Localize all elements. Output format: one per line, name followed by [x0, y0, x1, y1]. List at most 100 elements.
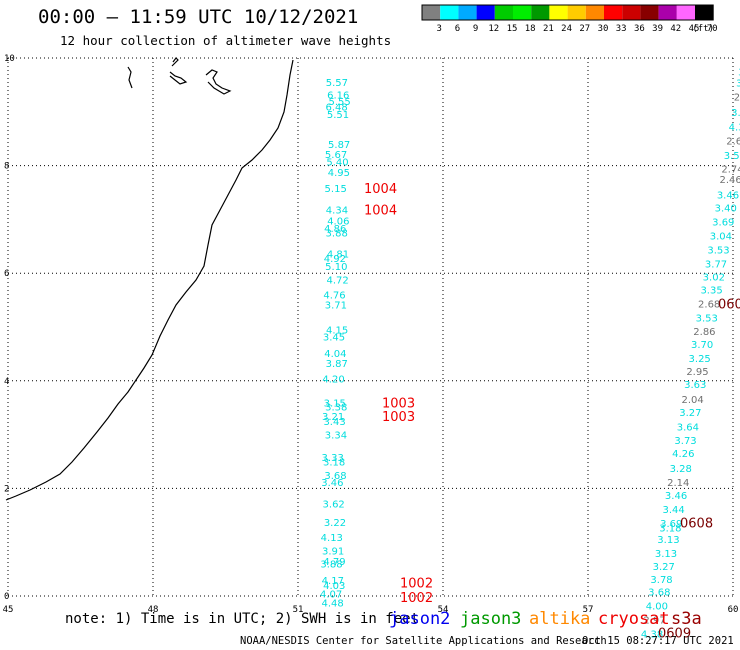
wave-height-label: 3.13 — [657, 535, 679, 546]
wave-height-label: 2.68 — [698, 299, 720, 310]
legend-label: 30 — [598, 24, 609, 34]
y-tick-label: 0 — [4, 592, 9, 602]
wave-height-label: 4.79 — [323, 557, 345, 568]
legend-label: 39 — [652, 24, 663, 34]
wave-height-label: 3.71 — [325, 300, 347, 311]
wave-height-label: 5.67 — [325, 150, 347, 161]
wave-height-label: 3.88 — [326, 228, 348, 239]
legend-swatch — [604, 5, 623, 20]
wave-height-label: 3.33 — [322, 453, 344, 464]
y-tick-label: 10 — [4, 54, 15, 64]
wave-height-label: 3.73 — [674, 436, 696, 447]
x-tick-label: 48 — [148, 605, 159, 615]
x-tick-label: 60 — [728, 605, 739, 615]
pass-time-label: 1004 — [364, 182, 397, 197]
wave-height-label: 2.46 — [720, 175, 740, 186]
legend-swatch — [695, 5, 714, 20]
wave-height-label: 2.07 — [734, 93, 740, 104]
page-title: 00:00 – 11:59 UTC 10/12/2021 — [38, 6, 359, 28]
island-1 — [127, 66, 133, 89]
wave-height-label: 4.17 — [322, 576, 344, 587]
legend-swatch — [531, 5, 550, 20]
wave-height-label: 3.34 — [325, 431, 347, 442]
pass-time-label: 1002 — [400, 577, 433, 592]
wave-height-label: 3.45 — [323, 333, 345, 344]
island-2 — [171, 57, 179, 67]
y-tick-label: 4 — [4, 377, 9, 387]
island-3 — [169, 71, 188, 85]
pass-time-label: 0609 — [658, 627, 691, 642]
legend-swatch — [513, 5, 532, 20]
satellite-cryosat: cryosat — [598, 609, 670, 629]
y-tick-label: 8 — [4, 162, 9, 172]
wave-height-label: 5.15 — [325, 184, 347, 195]
wave-height-label: 6.48 — [325, 102, 347, 113]
wave-height-label: 5.51 — [327, 110, 349, 121]
wave-height-label: 3.02 — [703, 272, 725, 283]
x-tick-label: 45 — [3, 605, 14, 615]
wave-height-label: 4.03 — [323, 581, 345, 592]
pass-time-label: 1002 — [400, 591, 433, 606]
wave-height-label: 3.18 — [659, 524, 681, 535]
legend-swatch — [458, 5, 477, 20]
pass-time-label: 0608 — [680, 516, 713, 531]
wave-height-label: 2.74 — [721, 164, 740, 175]
legend-swatch — [422, 5, 441, 20]
satellite-s3a: s3a — [671, 609, 702, 629]
wave-height-label: 3.53 — [707, 246, 729, 257]
wave-height-label: 2.86 — [693, 327, 715, 338]
legend-label: 36 — [634, 24, 645, 34]
wave-height-label: 3.88 — [320, 560, 342, 571]
wave-height-label: 4.76 — [323, 291, 345, 302]
wave-height-label: 4.86 — [324, 224, 346, 235]
wave-height-label: 3.78 — [650, 575, 672, 586]
wave-height-label: 4.48 — [322, 598, 344, 609]
wave-height-label: 3.91 — [322, 546, 344, 557]
legend-swatch — [549, 5, 568, 20]
pass-time-label: 0608 — [718, 297, 740, 312]
wave-height-label: 3.38 — [325, 403, 347, 414]
wave-height-label: 3.77 — [705, 260, 727, 271]
credit-timestamp: Oct 15 08:27:17 UTC 2021 — [582, 635, 734, 647]
satellite-jason2: jason2 — [389, 609, 451, 629]
wave-height-label: 5.87 — [328, 140, 350, 151]
wave-height-label: 3.35 — [700, 285, 722, 296]
wave-height-label: 3.40 — [715, 204, 737, 215]
wave-height-label: 4.00 — [646, 602, 668, 613]
y-tick-label: 6 — [4, 269, 9, 279]
wave-height-label: 4.26 — [672, 449, 694, 460]
wave-height-label: 4.13 — [321, 533, 343, 544]
credit-line: NOAA/NESDIS Center for Satellite Applica… — [240, 635, 607, 647]
legend-swatch — [676, 5, 695, 20]
wave-height-label: 3.43 — [323, 417, 345, 428]
lat-lon-grid — [7, 57, 734, 597]
legend-swatch — [476, 5, 495, 20]
wave-height-label: 4.15 — [326, 326, 348, 337]
wave-height-label: 2.63 — [726, 136, 740, 147]
wave-height-label: 3.27 — [679, 408, 701, 419]
wave-height-label: 3.69 — [712, 218, 734, 229]
wave-height-label: 4.34 — [326, 206, 348, 217]
wave-height-label: 4.95 — [328, 168, 350, 179]
wave-height-label: 5.10 — [325, 262, 347, 273]
wave-height-label: 3.74 — [731, 108, 740, 119]
y-tick-label: 2 — [4, 484, 9, 494]
satellite-altika: altika — [529, 609, 591, 629]
page-subtitle: 12 hour collection of altimeter wave hei… — [60, 33, 392, 48]
wave-height-label: 3.25 — [689, 354, 711, 365]
wave-height-label: 2.04 — [681, 395, 703, 406]
wave-height-label: 2.95 — [686, 367, 708, 378]
wave-height-label: 3.28 — [670, 464, 692, 475]
legend-label: 12 — [488, 24, 499, 34]
wave-height-label: 6.16 — [327, 91, 349, 102]
wave-height-label: 3.15 — [324, 398, 346, 409]
footer-note: note: 1) Time is in UTC; 2) SWH is in fe… — [65, 611, 420, 627]
legend-label: 21 — [543, 24, 554, 34]
legend-unit: (ft) — [692, 24, 714, 34]
wave-height-label: 4.92 — [324, 254, 346, 265]
legend-label: 3 — [436, 24, 441, 34]
wave-height-label: 3.69 — [660, 519, 682, 530]
island-4 — [205, 69, 232, 95]
legend-label: 6 — [455, 24, 460, 34]
